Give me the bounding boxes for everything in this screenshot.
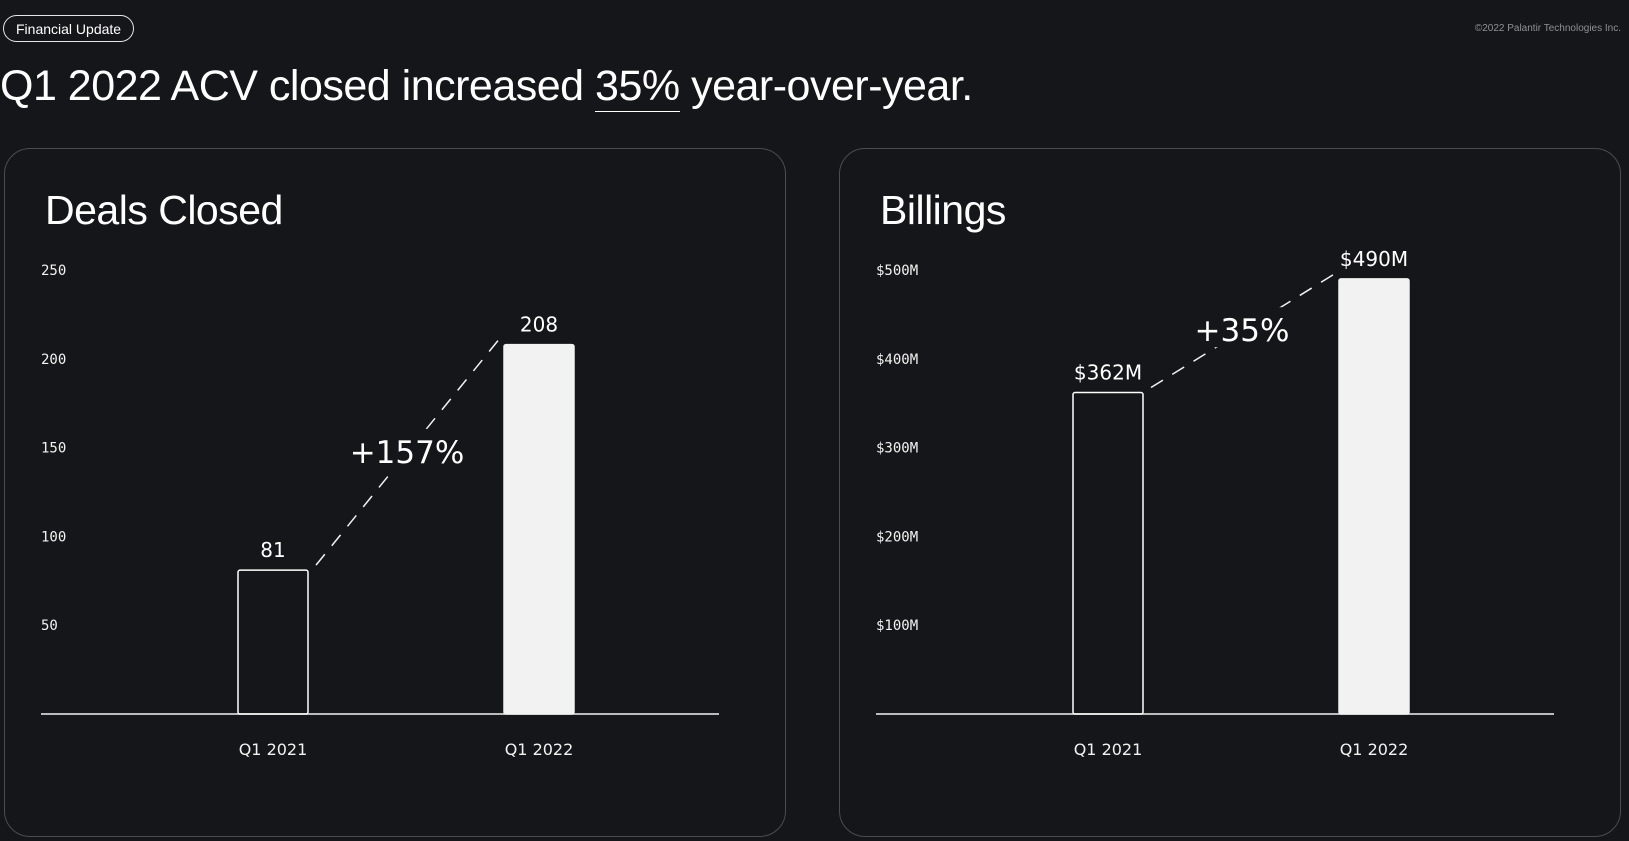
x-tick-label: Q1 2021 <box>1074 740 1143 759</box>
chart-title: Deals Closed <box>45 187 283 233</box>
billings-card: Billings $100M $200M $300M $400M $500M $362M Q… <box>839 148 1621 837</box>
billings-chart: $100M $200M $300M $400M $500M $362M Q1 2021 $49… <box>876 247 1554 759</box>
y-tick-label: 50 <box>41 618 58 634</box>
y-tick-label: 250 <box>41 263 66 279</box>
bar <box>503 343 575 715</box>
copyright-notice: ©2022 Palantir Technologies Inc. <box>1474 23 1621 34</box>
y-tick-label: 100 <box>41 529 66 545</box>
y-tick-label: $200M <box>876 529 918 545</box>
data-label: $362M <box>1074 361 1142 385</box>
bar <box>1072 391 1144 715</box>
y-tick-label: $100M <box>876 618 918 634</box>
y-tick-label: 200 <box>41 352 66 368</box>
change-label: +157% <box>350 435 465 471</box>
bar <box>237 569 309 715</box>
financial-update-badge: Financial Update <box>3 15 135 42</box>
data-label: 208 <box>520 313 558 337</box>
headline-suffix: year-over-year. <box>691 62 973 110</box>
y-tick-label: $500M <box>876 263 918 279</box>
bar <box>1338 278 1410 715</box>
change-label-background <box>1192 307 1292 348</box>
y-tick-label: $400M <box>876 352 918 368</box>
x-tick-label: Q1 2022 <box>1340 740 1409 759</box>
chart-title: Billings <box>880 187 1006 233</box>
y-tick-label: $300M <box>876 441 918 457</box>
headline-highlight: 35% <box>595 62 680 112</box>
change-label: +35% <box>1195 313 1290 349</box>
data-label: $490M <box>1340 247 1408 271</box>
deals-closed-card: Deals Closed 50 100 150 200 250 81 Q1 2021 208 Q… <box>4 148 786 837</box>
change-label-background <box>357 428 457 469</box>
headline-prefix: Q1 2022 ACV closed increased <box>0 62 584 110</box>
x-tick-label: Q1 2021 <box>239 740 308 759</box>
page-headline: Q1 2022 ACV closed increased 35% year-ov… <box>0 62 973 112</box>
deals-closed-chart: 50 100 150 200 250 81 Q1 2021 208 Q1 2022 +157% <box>41 263 719 759</box>
x-tick-label: Q1 2022 <box>505 740 574 759</box>
data-label: 81 <box>260 538 285 562</box>
y-tick-label: 150 <box>41 441 66 457</box>
